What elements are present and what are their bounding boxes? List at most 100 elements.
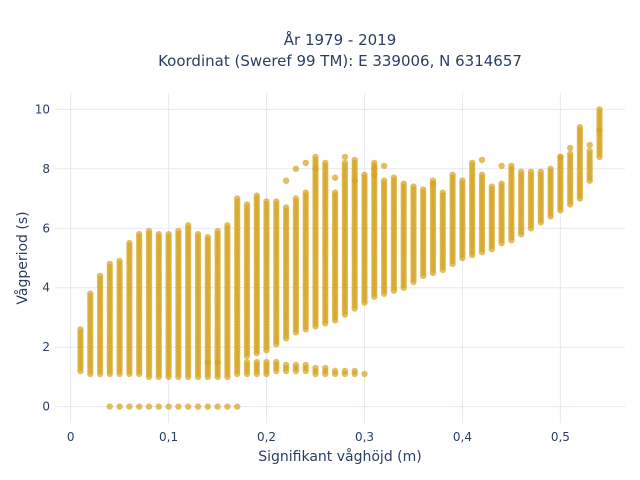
y-tick-label: 10 <box>35 102 50 116</box>
data-point <box>185 403 192 410</box>
data-point <box>194 231 202 238</box>
data-point <box>194 403 202 410</box>
data-point <box>488 183 495 190</box>
data-point <box>136 231 143 238</box>
data-point <box>214 358 221 366</box>
data-point <box>410 183 417 190</box>
data-point <box>302 189 309 196</box>
data-point <box>371 165 378 172</box>
y-tick-label: 4 <box>42 281 50 295</box>
data-point <box>106 260 114 268</box>
data-point <box>204 234 211 241</box>
data-point <box>331 189 339 196</box>
data-point <box>380 177 388 184</box>
data-point <box>322 364 329 372</box>
data-point <box>361 370 368 378</box>
data-point <box>498 180 505 187</box>
data-point <box>234 403 241 410</box>
x-tick-label: 0,2 <box>257 430 276 444</box>
data-point <box>439 189 446 196</box>
data-point <box>429 180 437 187</box>
data-point <box>547 165 554 172</box>
y-tick-labels: 0 2 4 6 8 10 <box>35 102 50 413</box>
data-point <box>341 159 349 167</box>
data-point <box>537 168 544 175</box>
y-tick-label: 6 <box>42 221 50 235</box>
data-point <box>116 257 123 265</box>
x-tick-label: 0,5 <box>551 430 570 444</box>
data-point <box>312 364 319 372</box>
data-point <box>126 403 133 410</box>
data-point <box>567 144 574 152</box>
data-point <box>302 361 309 369</box>
data-point <box>77 326 84 333</box>
data-point <box>243 358 251 366</box>
data-point <box>155 403 162 410</box>
data-point <box>224 403 231 410</box>
x-tick-label: 0,1 <box>159 430 178 444</box>
x-tick-labels: 0 0,1 0,2 0,3 0,4 0,5 <box>67 430 570 444</box>
data-point <box>361 171 368 178</box>
y-axis-label: Vågperiod (s) <box>14 211 31 304</box>
data-point <box>351 177 358 184</box>
data-point <box>322 159 329 167</box>
data-point <box>459 177 466 184</box>
data-point <box>214 228 221 235</box>
data-point <box>351 156 358 164</box>
data-point <box>282 177 290 184</box>
data-point <box>106 403 114 410</box>
data-point <box>302 159 309 167</box>
data-point <box>557 153 564 161</box>
data-point <box>596 127 603 134</box>
data-point <box>351 367 358 375</box>
data-point <box>478 156 486 164</box>
y-tick-label: 8 <box>42 162 50 176</box>
data-point <box>390 174 398 181</box>
data-point <box>185 222 192 229</box>
data-point <box>204 403 211 410</box>
chart-title-line-2: Koordinat (Sweref 99 TM): E 339006, N 63… <box>158 52 522 70</box>
data-point <box>234 358 241 366</box>
data-point <box>263 198 270 205</box>
y-tick-label: 0 <box>42 400 50 414</box>
data-point <box>341 367 349 375</box>
data-point <box>224 358 231 366</box>
data-point <box>175 228 182 235</box>
data-point <box>234 195 241 202</box>
data-point <box>175 403 182 410</box>
data-point <box>331 174 339 181</box>
data-point <box>469 159 476 167</box>
data-point <box>292 361 300 369</box>
data-point <box>243 201 251 208</box>
data-point <box>478 171 486 178</box>
data-point <box>498 162 505 169</box>
data-point <box>165 403 172 410</box>
data-point <box>165 231 172 238</box>
data-point <box>420 186 427 193</box>
data-point <box>263 358 270 366</box>
data-point <box>449 171 456 178</box>
data-point <box>508 162 515 169</box>
x-axis-label: Signifikant våghöjd (m) <box>258 448 421 465</box>
x-tick-label: 0,3 <box>355 430 374 444</box>
data-point <box>341 153 349 161</box>
x-tick-label: 0,4 <box>453 430 472 444</box>
data-point <box>527 168 535 175</box>
data-point <box>371 159 378 167</box>
data-points <box>77 106 603 410</box>
data-point <box>518 168 525 175</box>
x-tick-label: 0 <box>67 430 75 444</box>
data-point <box>253 358 260 366</box>
data-point <box>371 171 378 178</box>
data-point <box>87 290 94 297</box>
data-point <box>116 403 123 410</box>
data-point <box>312 153 319 161</box>
data-point <box>204 358 211 366</box>
data-point <box>145 403 153 410</box>
data-point <box>292 195 300 202</box>
data-point <box>155 231 162 238</box>
data-point <box>136 403 143 410</box>
data-point <box>253 192 260 199</box>
data-point <box>586 141 593 149</box>
